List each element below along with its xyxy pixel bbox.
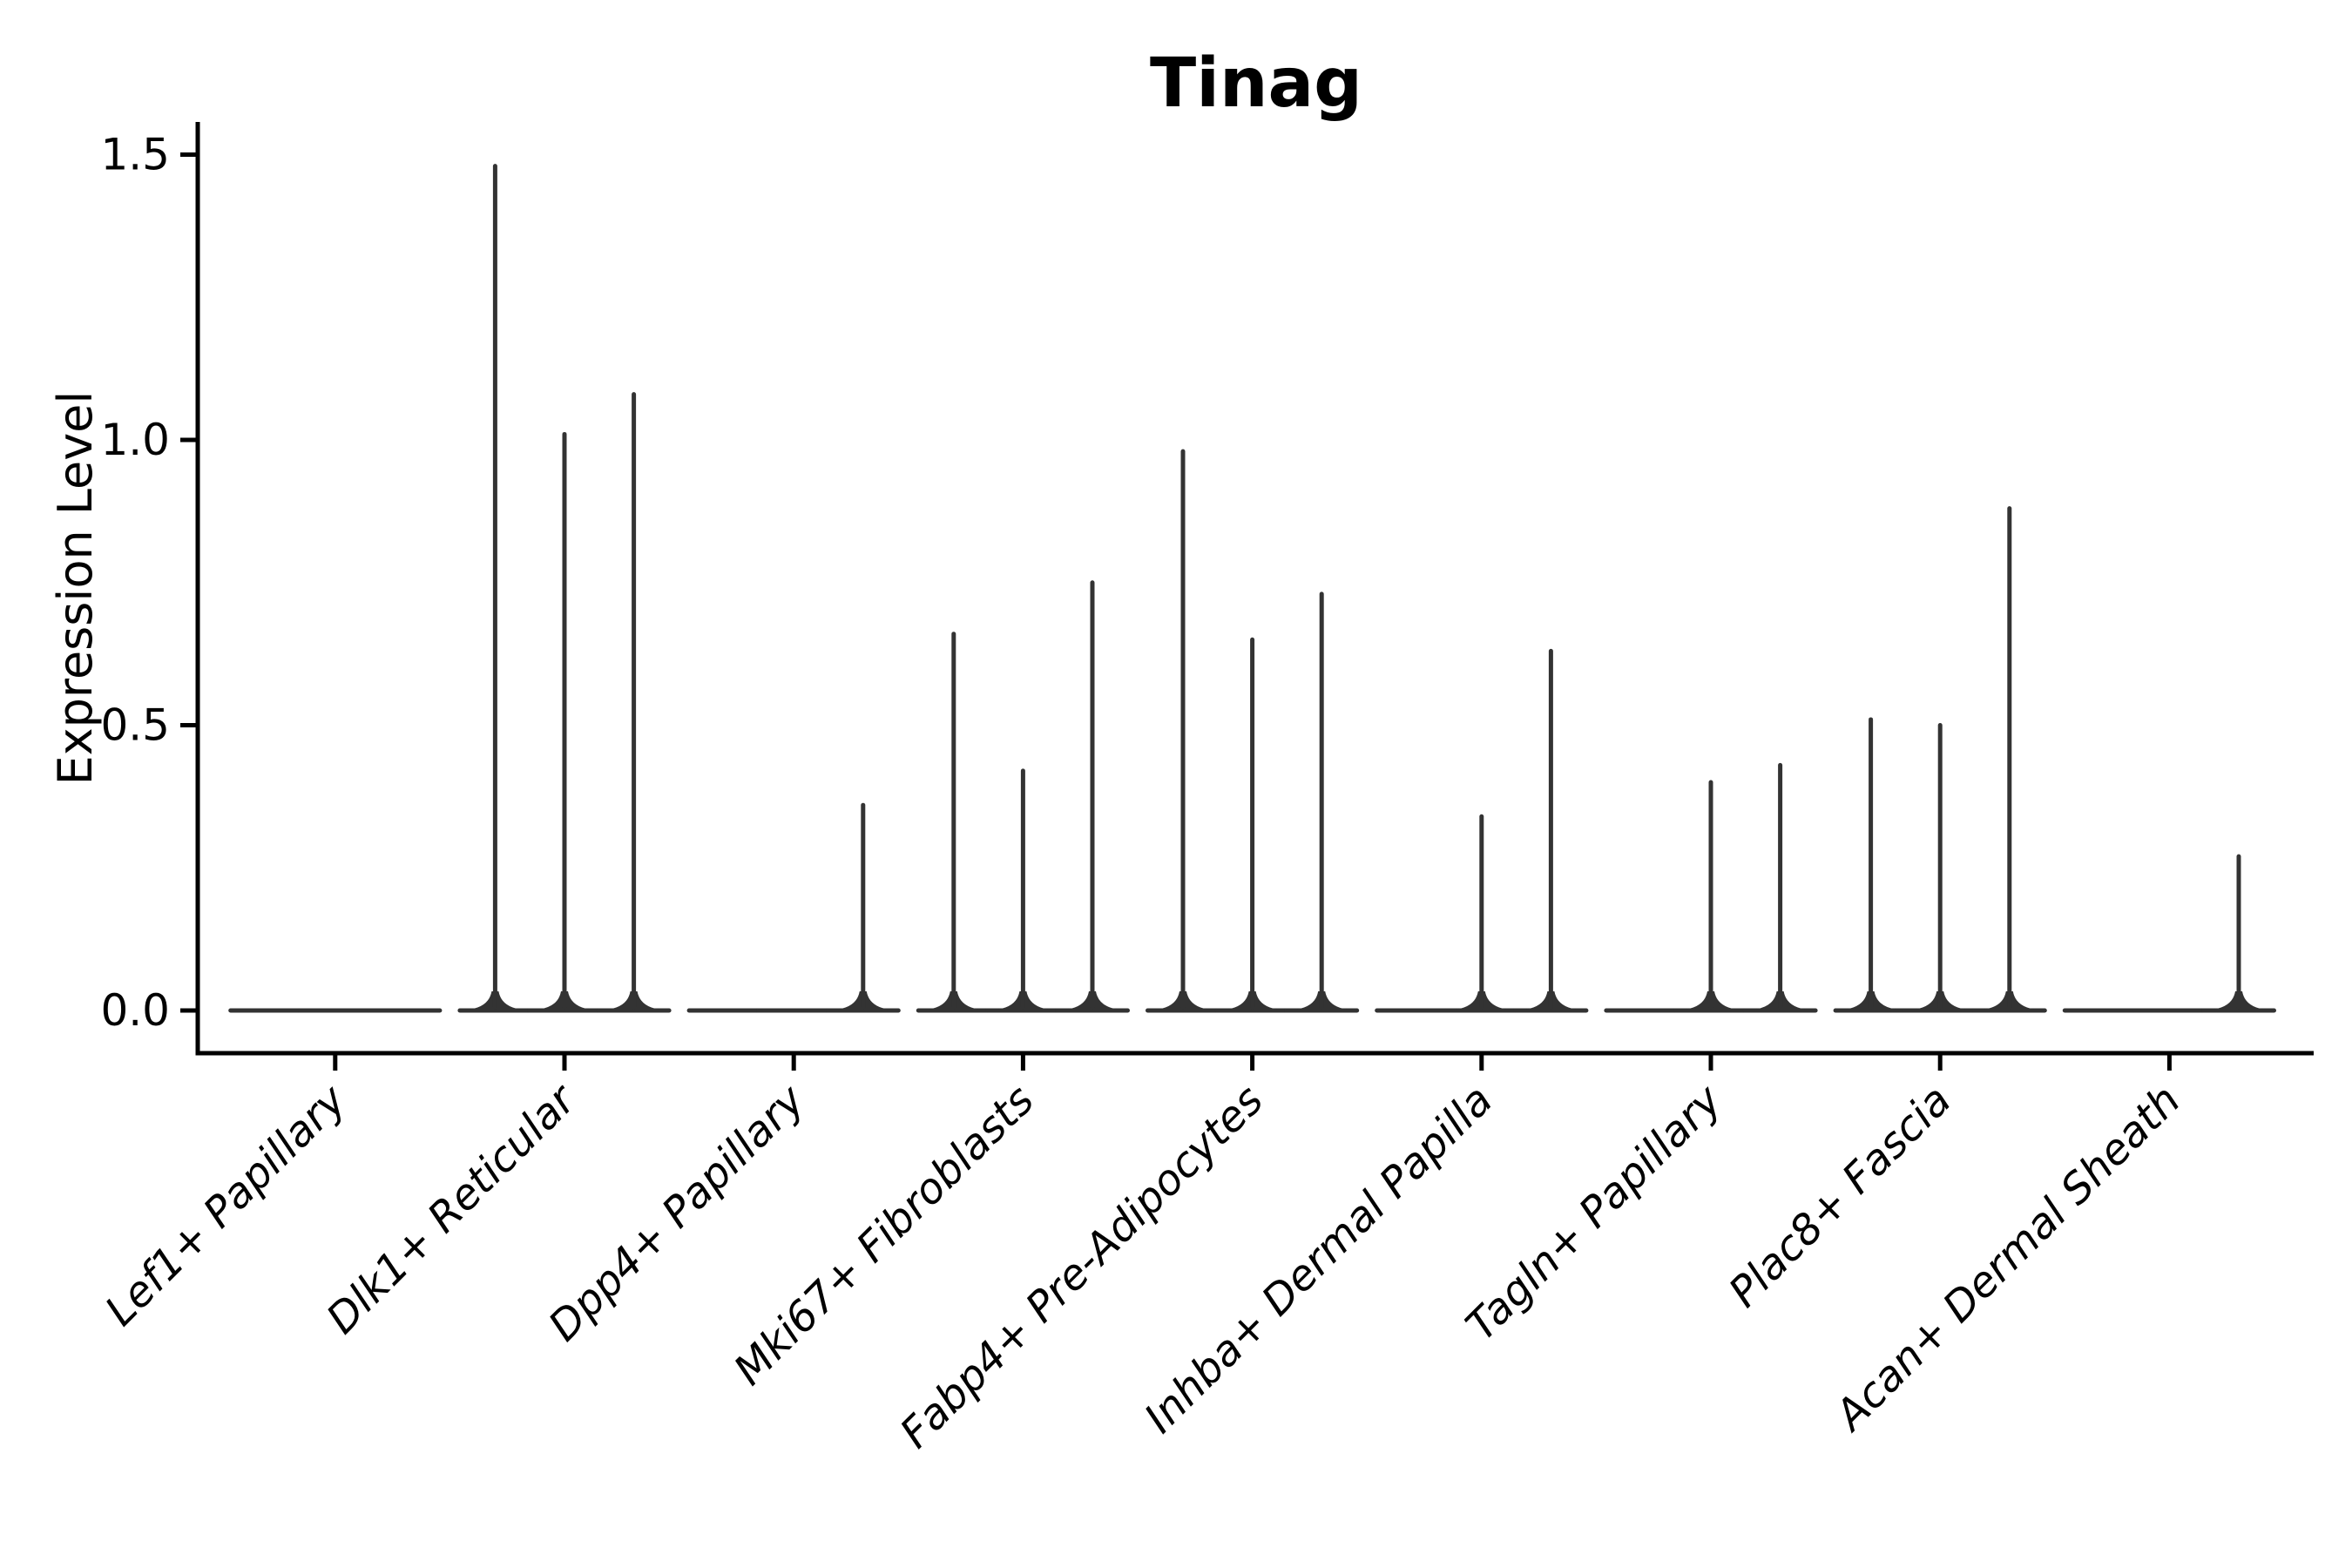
x-tick-label: Lef1+ Papillary (96, 1075, 356, 1335)
y-tick-label: 0.5 (100, 700, 170, 751)
chart-title: Tinag (1150, 44, 1362, 123)
y-tick-label: 0.0 (100, 985, 170, 1036)
y-tick-label: 1.5 (100, 130, 170, 180)
x-tick-label: Tagln+ Papillary (1456, 1075, 1732, 1350)
x-tick-label: Plac8+ Fascia (1720, 1076, 1961, 1317)
x-tick-label: Dlk1+ Reticular (317, 1074, 587, 1344)
x-tick-label: Fabp4+ Pre-Adipocytes (891, 1076, 1274, 1458)
y-axis-label: Expression Level (48, 391, 103, 786)
axis-spines (195, 122, 2314, 1056)
x-tick-label: Dpp4+ Papillary (539, 1075, 814, 1350)
y-tick-label: 1.0 (100, 415, 170, 465)
